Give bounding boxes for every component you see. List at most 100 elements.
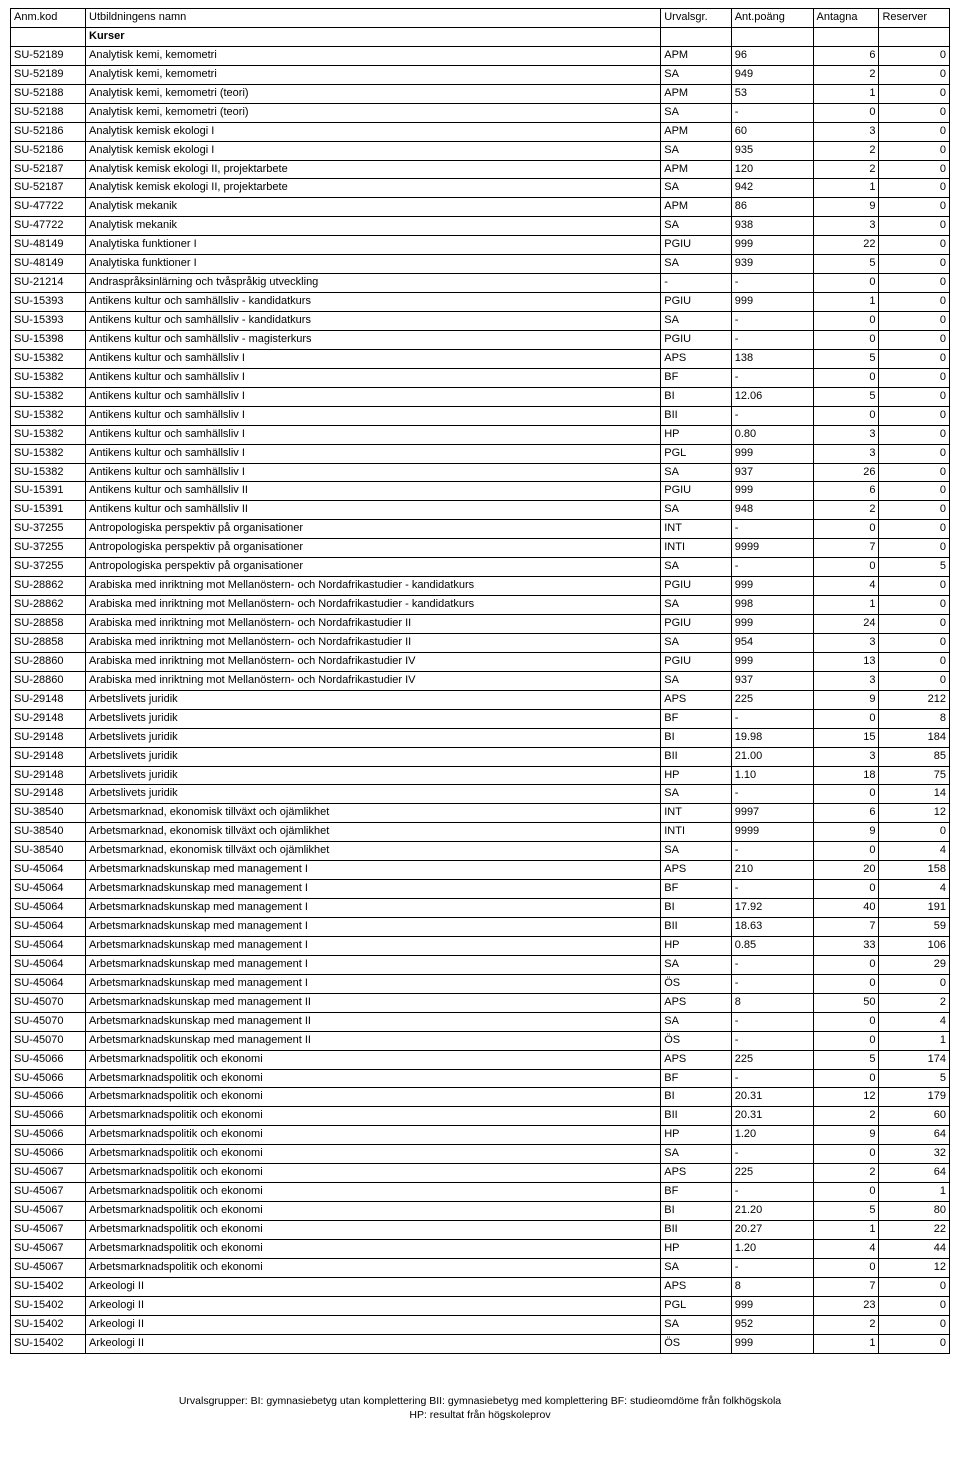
- table-row: SU-45070Arbetsmarknadskunskap med manage…: [11, 1031, 950, 1050]
- cell-poang: 9999: [731, 539, 813, 558]
- cell-code: SU-52188: [11, 84, 86, 103]
- cell-urvalsgr: BII: [661, 918, 731, 937]
- cell-poang: 999: [731, 293, 813, 312]
- cell-code: SU-52189: [11, 65, 86, 84]
- cell-reserver: 0: [879, 1277, 950, 1296]
- cell-name: Arbetslivets juridik: [86, 709, 661, 728]
- cell-reserver: 0: [879, 368, 950, 387]
- cell-antagna: 9: [813, 690, 879, 709]
- cell-name: Antropologiska perspektiv på organisatio…: [86, 520, 661, 539]
- cell-name: Arbetsmarknadskunskap med management I: [86, 861, 661, 880]
- cell-name: Arbetsmarknadskunskap med management I: [86, 918, 661, 937]
- cell-urvalsgr: BII: [661, 1221, 731, 1240]
- table-row: SU-45064Arbetsmarknadskunskap med manage…: [11, 974, 950, 993]
- table-row: SU-15382Antikens kultur och samhällsliv …: [11, 349, 950, 368]
- cell-urvalsgr: SA: [661, 596, 731, 615]
- table-row: SU-37255Antropologiska perspektiv på org…: [11, 558, 950, 577]
- table-row: SU-45064Arbetsmarknadskunskap med manage…: [11, 899, 950, 918]
- cell-code: SU-28862: [11, 596, 86, 615]
- cell-reserver: 174: [879, 1050, 950, 1069]
- cell-urvalsgr: PGIU: [661, 236, 731, 255]
- cell-reserver: 59: [879, 918, 950, 937]
- cell-reserver: 0: [879, 198, 950, 217]
- cell-antagna: 0: [813, 842, 879, 861]
- cell-name: Antropologiska perspektiv på organisatio…: [86, 558, 661, 577]
- cell-urvalsgr: HP: [661, 1239, 731, 1258]
- table-row: SU-15391Antikens kultur och samhällsliv …: [11, 482, 950, 501]
- cell-urvalsgr: BF: [661, 1183, 731, 1202]
- cell-code: SU-15382: [11, 406, 86, 425]
- cell-code: SU-45064: [11, 880, 86, 899]
- cell-reserver: 0: [879, 236, 950, 255]
- cell-urvalsgr: BI: [661, 899, 731, 918]
- table-row: SU-29148Arbetslivets juridikBI19.9815184: [11, 728, 950, 747]
- cell-code: SU-37255: [11, 520, 86, 539]
- cell-urvalsgr: SA: [661, 141, 731, 160]
- cell-name: Analytisk kemisk ekologi II, projektarbe…: [86, 160, 661, 179]
- cell-reserver: 0: [879, 1315, 950, 1334]
- cell-urvalsgr: INTI: [661, 539, 731, 558]
- cell-antagna: 9: [813, 198, 879, 217]
- cell-urvalsgr: PGL: [661, 1296, 731, 1315]
- table-row: SU-28862Arabiska med inriktning mot Mell…: [11, 596, 950, 615]
- cell-urvalsgr: HP: [661, 766, 731, 785]
- table-row: SU-28862Arabiska med inriktning mot Mell…: [11, 577, 950, 596]
- cell-name: Arkeologi II: [86, 1277, 661, 1296]
- cell-name: Arabiska med inriktning mot Mellanöstern…: [86, 615, 661, 634]
- cell-reserver: 0: [879, 84, 950, 103]
- cell-urvalsgr: APS: [661, 1050, 731, 1069]
- cell-antagna: 50: [813, 993, 879, 1012]
- table-row: SU-45066Arbetsmarknadspolitik och ekonom…: [11, 1050, 950, 1069]
- cell-name: Arbetslivets juridik: [86, 747, 661, 766]
- table-row: SU-15382Antikens kultur och samhällsliv …: [11, 387, 950, 406]
- cell-poang: 942: [731, 179, 813, 198]
- cell-reserver: 80: [879, 1202, 950, 1221]
- cell-reserver: 5: [879, 1069, 950, 1088]
- cell-antagna: 6: [813, 46, 879, 65]
- cell-name: Arbetsmarknadspolitik och ekonomi: [86, 1202, 661, 1221]
- cell-antagna: 0: [813, 558, 879, 577]
- cell-name: Arbetsmarknadskunskap med management I: [86, 974, 661, 993]
- cell-antagna: 33: [813, 936, 879, 955]
- cell-poang: -: [731, 709, 813, 728]
- cell-antagna: 0: [813, 312, 879, 331]
- table-row: SU-45070Arbetsmarknadskunskap med manage…: [11, 993, 950, 1012]
- cell-poang: 937: [731, 463, 813, 482]
- cell-name: Arbetsmarknadspolitik och ekonomi: [86, 1050, 661, 1069]
- cell-code: SU-15382: [11, 463, 86, 482]
- header-name: Utbildningens namn: [86, 9, 661, 28]
- cell-code: SU-28862: [11, 577, 86, 596]
- cell-urvalsgr: SA: [661, 1012, 731, 1031]
- header-urvalsgr: Urvalsgr.: [661, 9, 731, 28]
- cell-code: SU-15402: [11, 1277, 86, 1296]
- cell-antagna: 7: [813, 539, 879, 558]
- table-row: SU-45067Arbetsmarknadspolitik och ekonom…: [11, 1221, 950, 1240]
- table-row: SU-38540Arbetsmarknad, ekonomisk tillväx…: [11, 823, 950, 842]
- table-row: SU-45067Arbetsmarknadspolitik och ekonom…: [11, 1258, 950, 1277]
- cell-urvalsgr: APS: [661, 861, 731, 880]
- cell-antagna: 5: [813, 1202, 879, 1221]
- table-row: SU-15382Antikens kultur och samhällsliv …: [11, 368, 950, 387]
- table-row: SU-52187Analytisk kemisk ekologi II, pro…: [11, 160, 950, 179]
- cell-reserver: 0: [879, 293, 950, 312]
- cell-code: SU-45064: [11, 936, 86, 955]
- cell-reserver: 0: [879, 501, 950, 520]
- cell-reserver: 106: [879, 936, 950, 955]
- cell-name: Arbetsmarknadspolitik och ekonomi: [86, 1126, 661, 1145]
- cell-urvalsgr: PGL: [661, 444, 731, 463]
- table-row: SU-15382Antikens kultur och samhällsliv …: [11, 425, 950, 444]
- cell-reserver: 0: [879, 633, 950, 652]
- cell-code: SU-15398: [11, 330, 86, 349]
- table-row: SU-45067Arbetsmarknadspolitik och ekonom…: [11, 1202, 950, 1221]
- cell-poang: 0.80: [731, 425, 813, 444]
- cell-reserver: 44: [879, 1239, 950, 1258]
- cell-urvalsgr: SA: [661, 65, 731, 84]
- cell-urvalsgr: BII: [661, 406, 731, 425]
- cell-poang: 952: [731, 1315, 813, 1334]
- table-row: SU-45064Arbetsmarknadskunskap med manage…: [11, 861, 950, 880]
- cell-name: Arbetsmarknadspolitik och ekonomi: [86, 1164, 661, 1183]
- cell-code: SU-29148: [11, 728, 86, 747]
- cell-urvalsgr: INTI: [661, 823, 731, 842]
- table-row: SU-28858Arabiska med inriktning mot Mell…: [11, 633, 950, 652]
- cell-reserver: 0: [879, 330, 950, 349]
